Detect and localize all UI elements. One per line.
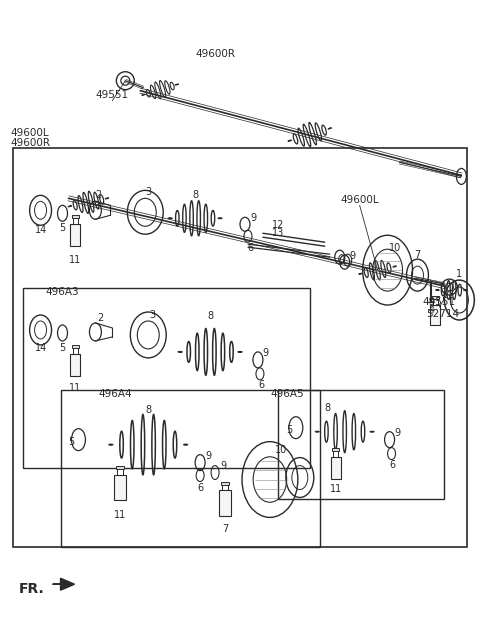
Polygon shape [221, 482, 229, 485]
Text: 9: 9 [395, 428, 401, 438]
Polygon shape [432, 296, 439, 299]
Text: 496A5: 496A5 [270, 389, 304, 399]
Text: 9: 9 [220, 461, 226, 471]
Text: 1: 1 [456, 269, 462, 279]
Polygon shape [72, 216, 79, 218]
Text: 2: 2 [97, 313, 104, 323]
Text: 8: 8 [145, 404, 151, 415]
Polygon shape [71, 224, 81, 246]
Text: 496A3: 496A3 [46, 287, 79, 297]
Text: 11: 11 [69, 383, 82, 393]
Text: 5: 5 [60, 223, 66, 233]
Text: 8: 8 [192, 190, 198, 200]
Text: 6: 6 [389, 459, 396, 470]
Text: 14: 14 [35, 225, 47, 235]
Text: 49600R: 49600R [11, 138, 51, 147]
Text: 13: 13 [272, 228, 284, 238]
Text: 496A4: 496A4 [98, 389, 132, 399]
Text: 49600L: 49600L [11, 128, 49, 138]
Text: 2: 2 [96, 190, 102, 200]
Text: 6: 6 [258, 380, 264, 390]
Text: 11: 11 [330, 485, 342, 494]
Text: 10: 10 [389, 243, 402, 253]
Text: 10: 10 [275, 445, 287, 454]
Text: 49600R: 49600R [195, 49, 235, 59]
Text: 7: 7 [414, 250, 420, 260]
Text: 9: 9 [263, 348, 269, 358]
Text: 9: 9 [205, 451, 211, 461]
Text: 4: 4 [428, 305, 434, 315]
Text: 5: 5 [68, 437, 74, 447]
Text: 14: 14 [35, 343, 47, 353]
Text: FR.: FR. [19, 582, 44, 596]
Text: 11: 11 [114, 511, 126, 520]
Text: 9: 9 [349, 251, 356, 261]
Polygon shape [332, 447, 339, 451]
Text: 8: 8 [324, 403, 331, 413]
Text: 7: 7 [222, 525, 228, 535]
Text: 9: 9 [250, 213, 256, 223]
Text: 3: 3 [145, 187, 151, 197]
Text: 5: 5 [286, 425, 292, 435]
Polygon shape [431, 305, 441, 325]
Text: 49551: 49551 [423, 297, 456, 307]
Polygon shape [71, 354, 81, 376]
Text: 3: 3 [149, 310, 156, 320]
Text: 11: 11 [69, 255, 82, 265]
Text: 49600L: 49600L [340, 195, 379, 205]
FancyArrow shape [52, 578, 74, 590]
Polygon shape [331, 456, 341, 478]
Text: 12: 12 [272, 221, 284, 230]
Text: 6: 6 [197, 483, 203, 494]
Polygon shape [72, 345, 79, 348]
Text: 6: 6 [247, 243, 253, 253]
Polygon shape [114, 475, 126, 501]
Polygon shape [219, 490, 231, 516]
Text: 5: 5 [60, 343, 66, 353]
Text: 49551: 49551 [96, 90, 129, 100]
Text: 8: 8 [207, 311, 213, 321]
Polygon shape [116, 466, 124, 468]
Text: 52714: 52714 [426, 309, 459, 319]
